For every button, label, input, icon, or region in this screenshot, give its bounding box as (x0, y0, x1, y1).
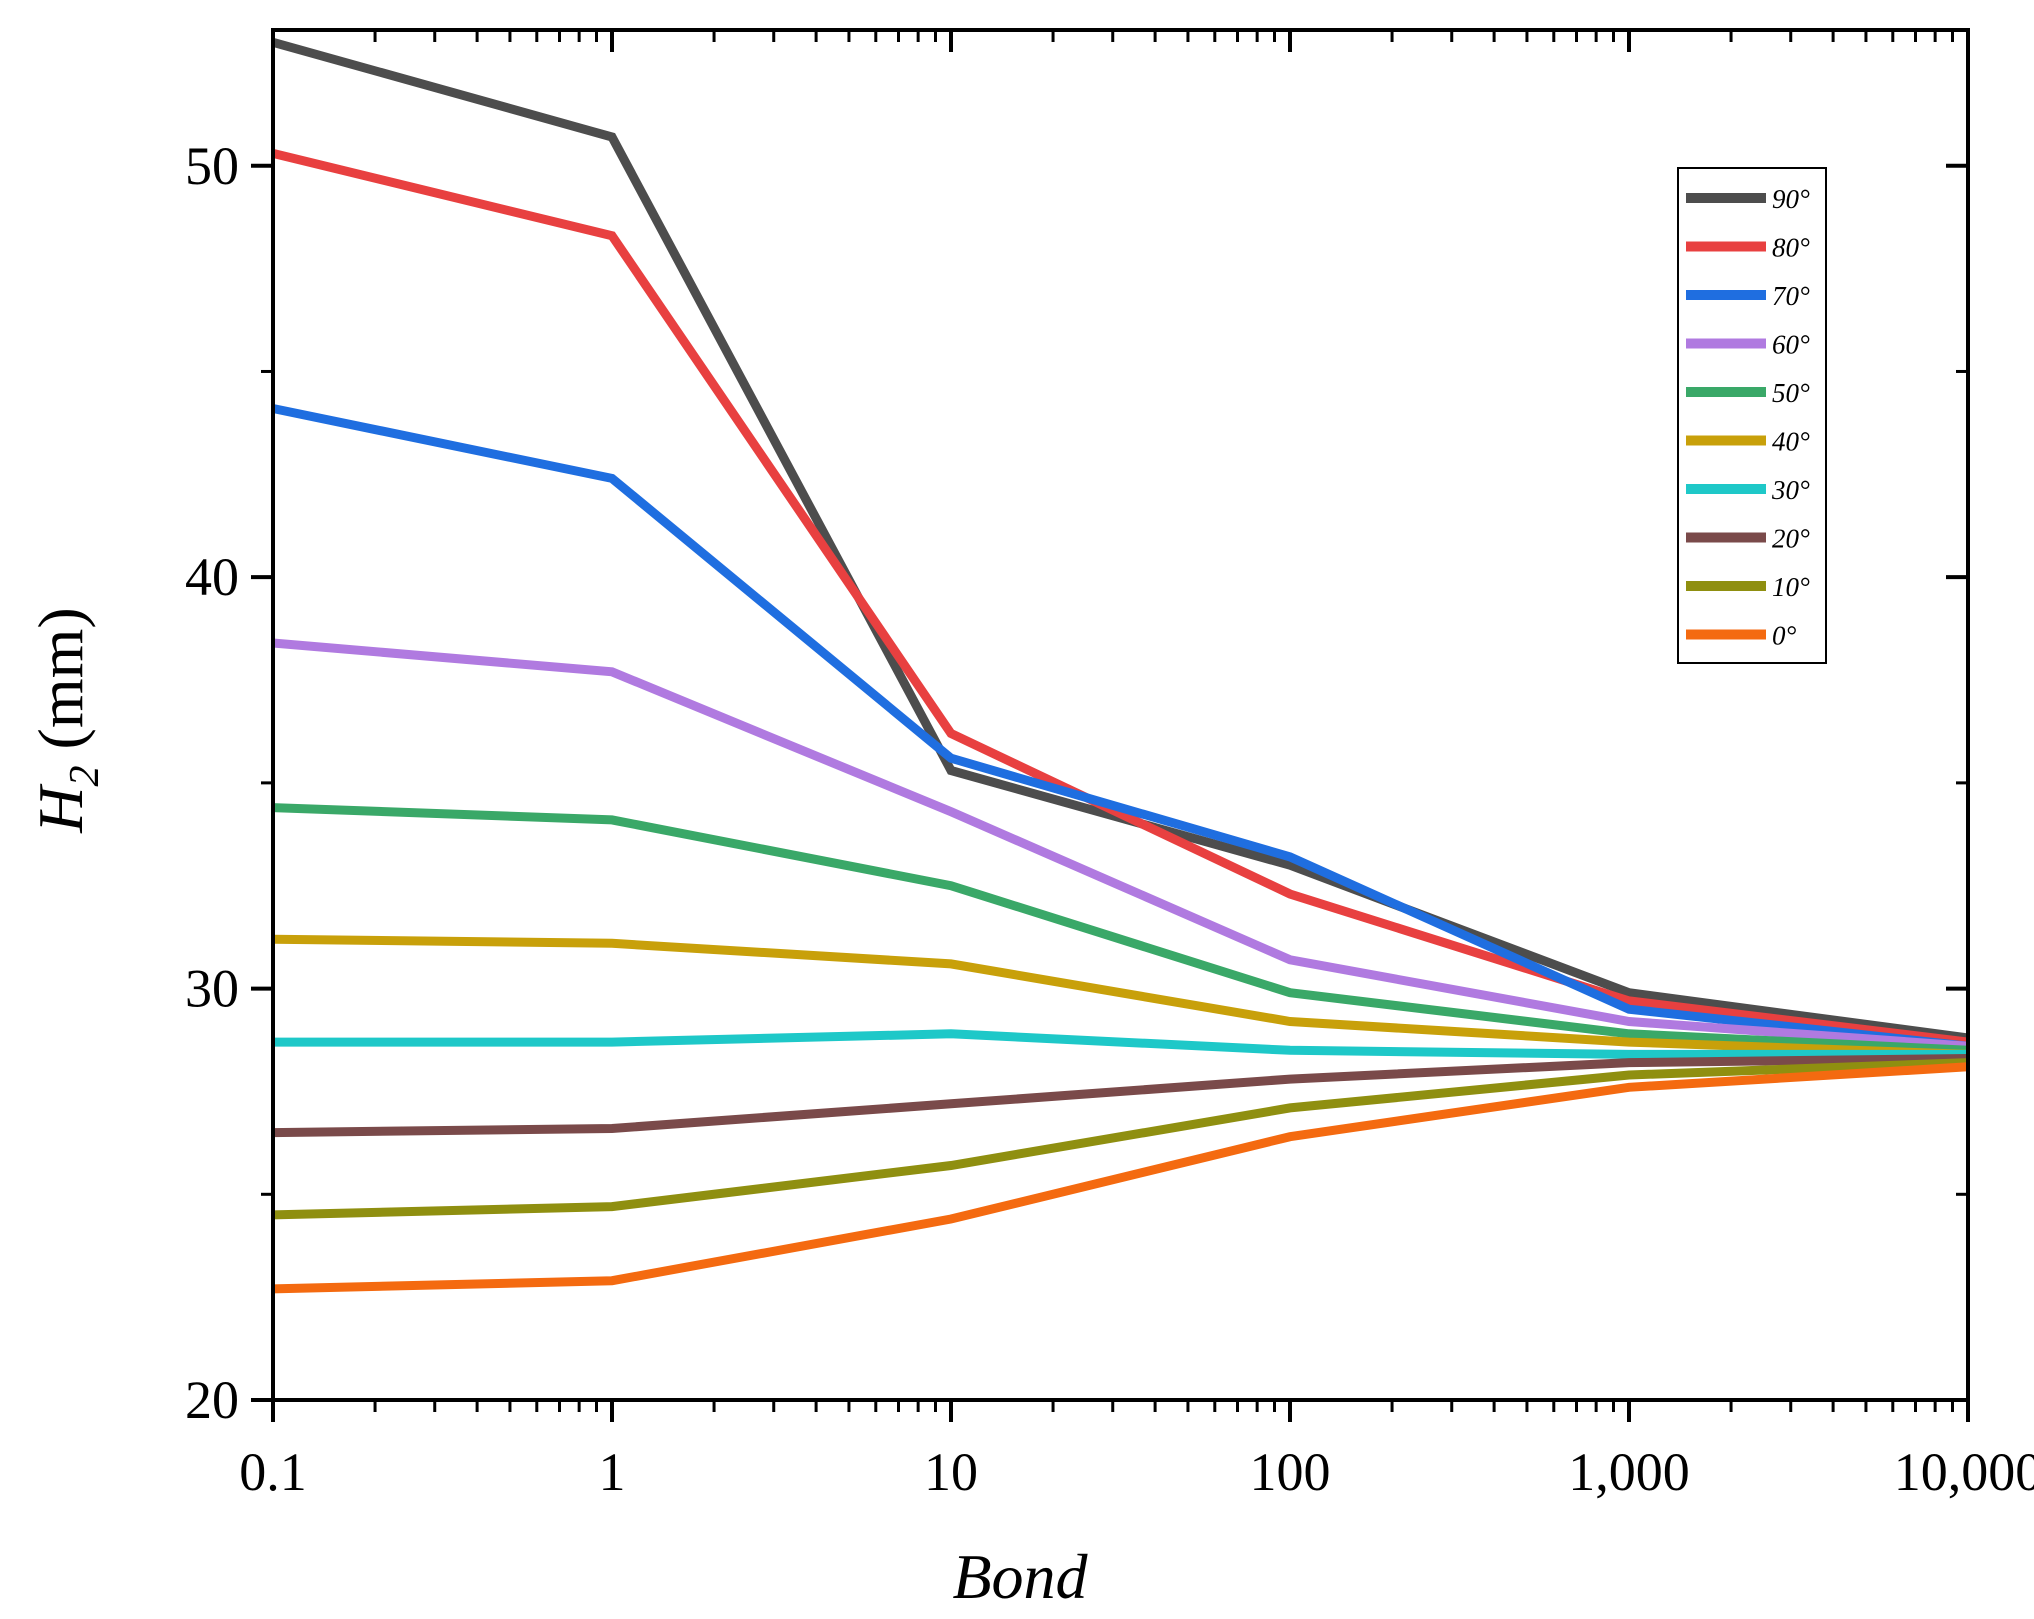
line-chart: 0.1 1 10 100 1,000 10,000 20 30 40 50 Bond H2 (m… (0, 0, 2034, 1619)
legend: 90° 80° 70° 60° 50° 40° 30° 20° 10° 0° (1678, 168, 1826, 663)
y-tick-label: 50 (185, 136, 239, 196)
legend-label: 10° (1772, 572, 1810, 602)
x-tick-label: 1 (599, 1442, 626, 1502)
legend-label: 50° (1772, 378, 1810, 408)
y-tick-label: 40 (185, 547, 239, 607)
legend-label: 60° (1772, 330, 1810, 360)
x-tick-label: 10 (924, 1442, 978, 1502)
x-tick-label: 0.1 (239, 1442, 307, 1502)
legend-label: 70° (1772, 281, 1810, 311)
y-tick-label: 30 (185, 959, 239, 1019)
legend-label: 40° (1772, 427, 1810, 457)
x-tick-label: 10,000 (1894, 1442, 2034, 1502)
y-axis-title-unit: (mm) (25, 607, 96, 765)
y-axis-title-symbol: H (25, 783, 96, 834)
x-tick-label: 100 (1250, 1442, 1331, 1502)
y-axis-title: H2 (mm) (25, 607, 108, 833)
y-axis-title-subscript: 2 (62, 765, 108, 786)
legend-label: 90° (1772, 184, 1810, 214)
legend-label: 20° (1772, 524, 1810, 554)
x-tick-label: 1,000 (1568, 1442, 1690, 1502)
legend-label: 0° (1772, 621, 1797, 651)
y-tick-label: 20 (185, 1370, 239, 1430)
x-axis-title: Bond (952, 1541, 1088, 1612)
legend-label: 30° (1771, 475, 1810, 505)
legend-label: 80° (1772, 233, 1810, 263)
